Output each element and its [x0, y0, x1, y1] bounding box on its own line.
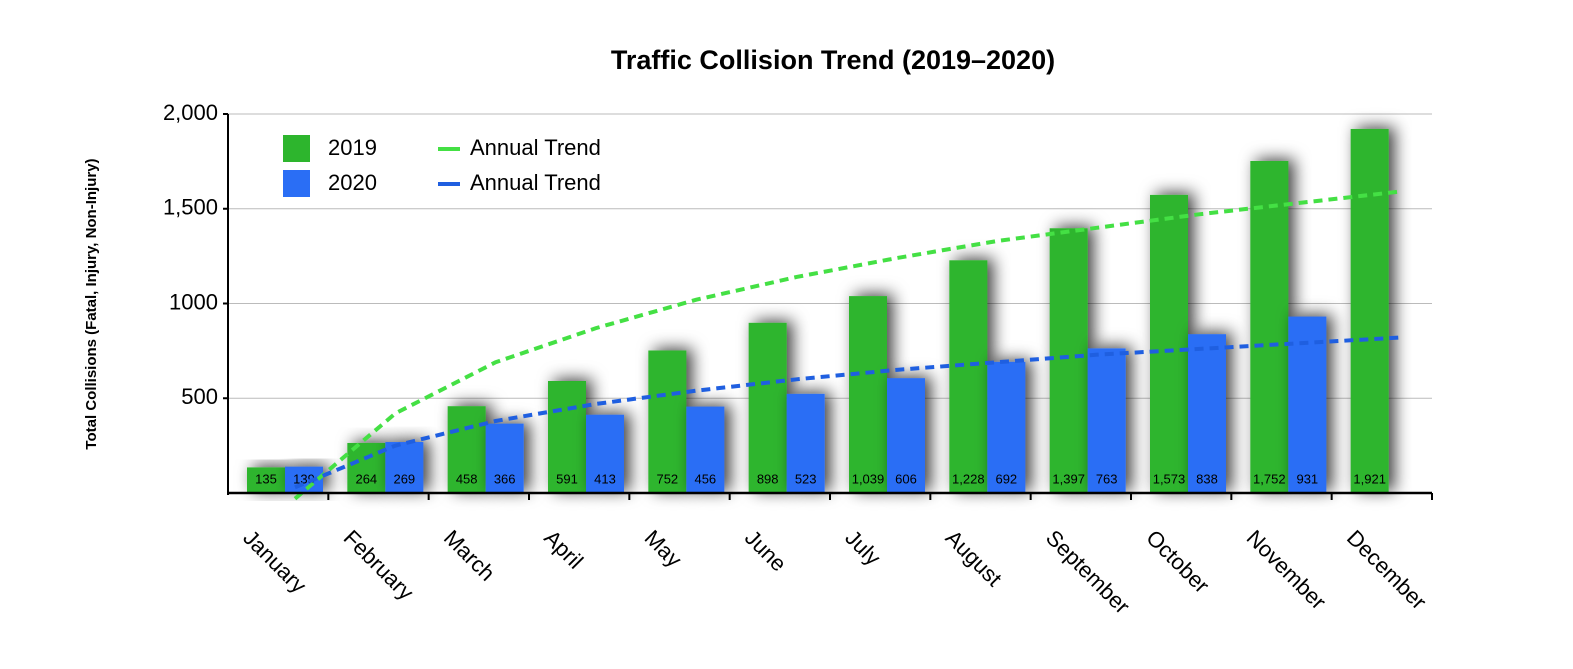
bar [686, 406, 725, 493]
legend-label: Annual Trend [470, 170, 601, 195]
x-tick-label: July [840, 525, 885, 570]
bar [1150, 194, 1188, 493]
x-tick-label: April [539, 525, 588, 574]
bar [987, 361, 1026, 493]
x-tick-label: June [740, 525, 791, 576]
trend-line [293, 189, 1399, 501]
legend-label: Annual Trend [470, 135, 601, 160]
bar [849, 296, 887, 493]
data-label: 1,039 [852, 471, 885, 486]
data-label: 1,752 [1253, 471, 1286, 486]
bars [247, 128, 1389, 493]
bar [1049, 228, 1088, 493]
bar [949, 260, 988, 493]
bar [748, 322, 787, 493]
bar [1087, 348, 1126, 493]
x-tick-label: February [339, 525, 419, 605]
data-label: 366 [494, 471, 516, 486]
bar [1288, 316, 1327, 493]
legend-swatch [283, 135, 310, 162]
legend-label: 2019 [328, 135, 377, 160]
x-tick-label: November [1242, 525, 1331, 614]
bar [1188, 334, 1226, 493]
bar [247, 467, 285, 493]
bar [1250, 160, 1289, 493]
data-label: 692 [995, 471, 1017, 486]
x-tick-label: September [1041, 525, 1135, 619]
data-label: 264 [355, 471, 377, 486]
bar [786, 393, 825, 493]
data-label: 269 [393, 471, 415, 486]
data-label: 456 [694, 471, 716, 486]
bar [548, 381, 586, 493]
x-tick-label: January [238, 525, 311, 598]
bar [485, 423, 524, 493]
data-label: 591 [556, 471, 578, 486]
bar [1350, 128, 1389, 493]
bar [887, 378, 925, 493]
legend-label: 2020 [328, 170, 377, 195]
y-tick-label: 1,500 [163, 195, 218, 220]
data-label: 763 [1096, 471, 1118, 486]
x-tick-label: August [941, 525, 1007, 591]
data-label: 135 [255, 471, 277, 486]
bar [586, 414, 624, 493]
data-label: 838 [1196, 471, 1218, 486]
y-tick-label: 1000 [169, 289, 218, 314]
data-label: 931 [1296, 471, 1318, 486]
data-label: 752 [656, 471, 678, 486]
y-tick-label: 2,000 [163, 100, 218, 125]
legend-swatch [283, 170, 310, 197]
bar [385, 442, 424, 493]
data-label: 1,228 [952, 471, 985, 486]
x-tick-label: October [1141, 525, 1214, 598]
x-tick-label: May [640, 525, 687, 572]
data-label: 458 [456, 471, 478, 486]
data-label: 523 [795, 471, 817, 486]
data-label: 1,397 [1052, 471, 1085, 486]
y-tick-label: 500 [181, 384, 218, 409]
y-axis-label: Total Collisions (Fatal, Injury, Non-Inj… [83, 158, 100, 449]
data-label: 1,921 [1353, 471, 1386, 486]
chart-title: Traffic Collision Trend (2019–2020) [611, 45, 1055, 75]
trend-line [294, 335, 1399, 490]
data-label: 898 [757, 471, 779, 486]
bar [447, 406, 486, 493]
data-label: 606 [895, 471, 917, 486]
x-tick-label: December [1342, 525, 1431, 614]
bar [648, 350, 687, 493]
data-label: 1,573 [1153, 471, 1186, 486]
data-label: 413 [594, 471, 616, 486]
x-tick-label: March [439, 525, 500, 586]
